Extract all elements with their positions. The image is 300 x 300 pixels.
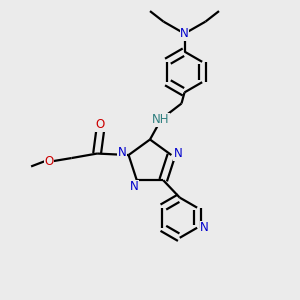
Text: NH: NH — [152, 113, 169, 127]
Text: N: N — [174, 147, 182, 160]
Text: N: N — [118, 146, 126, 159]
Text: O: O — [95, 118, 105, 131]
Text: N: N — [180, 27, 189, 40]
Text: N: N — [130, 180, 139, 193]
Text: O: O — [44, 154, 54, 167]
Text: N: N — [200, 221, 209, 234]
